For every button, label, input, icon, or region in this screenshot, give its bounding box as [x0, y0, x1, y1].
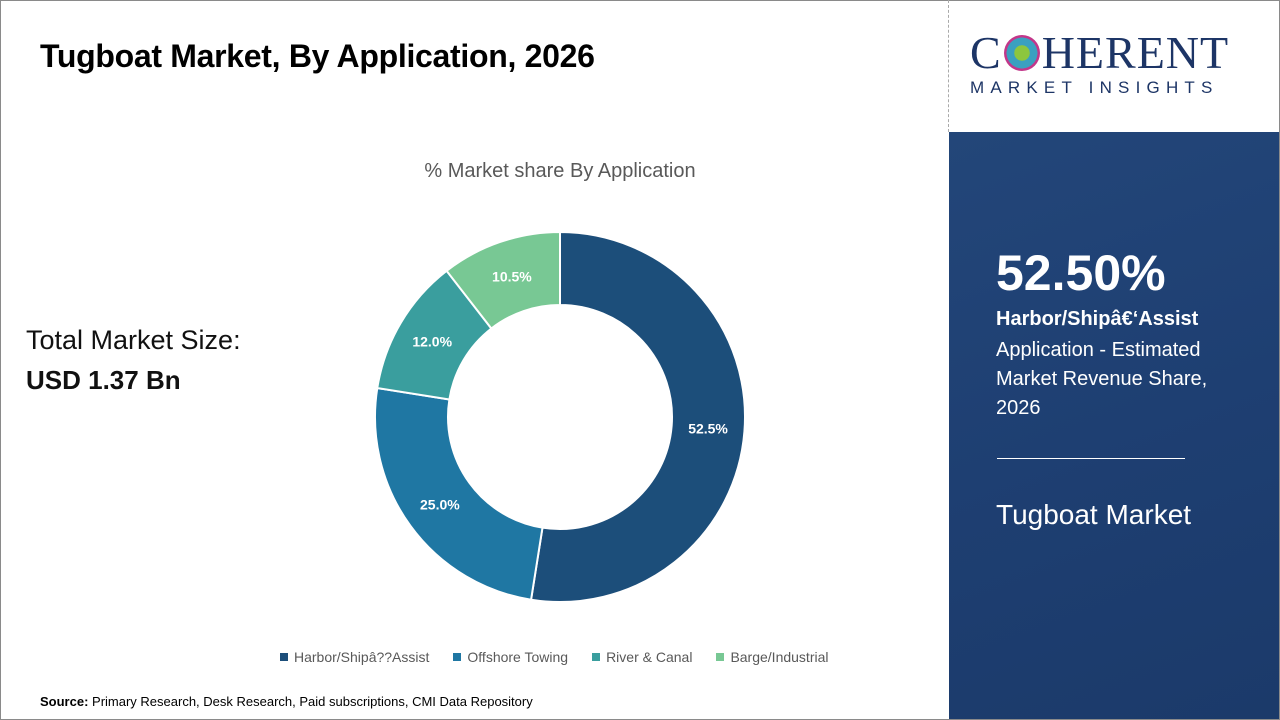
- legend-item: Barge/Industrial: [716, 649, 829, 665]
- logo-subtitle: MARKET INSIGHTS: [970, 78, 1219, 97]
- highlight-segment: Harbor/Shipâ€‘Assist: [996, 308, 1199, 330]
- legend-swatch: [453, 653, 462, 661]
- legend-item: Harbor/Shipâ??Assist: [280, 649, 429, 665]
- total-market-size-value: USD 1.37 Bn: [26, 365, 181, 395]
- legend-label: Barge/Industrial: [730, 649, 829, 665]
- donut-slice-1: [374, 386, 544, 601]
- legend-item: River & Canal: [592, 649, 692, 665]
- source-label: Source:: [40, 694, 89, 709]
- source-text: Primary Research, Desk Research, Paid su…: [88, 694, 533, 709]
- page-title: Tugboat Market, By Application, 2026: [40, 38, 595, 74]
- highlight-value: 52.50%: [996, 245, 1166, 301]
- data-label-3: 10.5%: [492, 269, 532, 285]
- logo-word: HERENT: [1041, 27, 1230, 78]
- source-note: Source: Primary Research, Desk Research,…: [40, 694, 533, 709]
- legend-swatch: [592, 653, 601, 661]
- legend-label: Offshore Towing: [467, 649, 569, 665]
- legend-swatch: [716, 653, 725, 661]
- legend-label: River & Canal: [606, 649, 693, 665]
- data-label-0: 52.5%: [688, 421, 728, 437]
- logo-letter: C: [970, 27, 1002, 78]
- market-name: Tugboat Market: [996, 499, 1192, 530]
- chart-title: % Market share By Application: [424, 160, 696, 182]
- panel-divider: [997, 458, 1185, 459]
- data-label-1: 25.0%: [420, 496, 460, 512]
- highlight-panel: 52.50% Harbor/Shipâ€‘Assist Application …: [949, 132, 1279, 719]
- legend-item: Offshore Towing: [453, 649, 568, 665]
- chart-legend: Harbor/Shipâ??Assist Offshore Towing River…: [280, 649, 829, 665]
- donut-slice-3: [445, 230, 561, 330]
- coherent-logo: C HERENT MARKET INSIGHTS: [970, 30, 1260, 98]
- highlight-description: Application - Estimated Market Revenue S…: [996, 339, 1208, 419]
- legend-label: Harbor/Shipâ??Assist: [294, 649, 430, 665]
- divider: [948, 0, 949, 132]
- globe-icon: [1003, 35, 1040, 71]
- total-market-size-label: Total Market Size:: [26, 325, 241, 355]
- data-label-2: 12.0%: [412, 333, 452, 349]
- legend-swatch: [280, 653, 288, 661]
- donut-slice-0: [529, 230, 746, 603]
